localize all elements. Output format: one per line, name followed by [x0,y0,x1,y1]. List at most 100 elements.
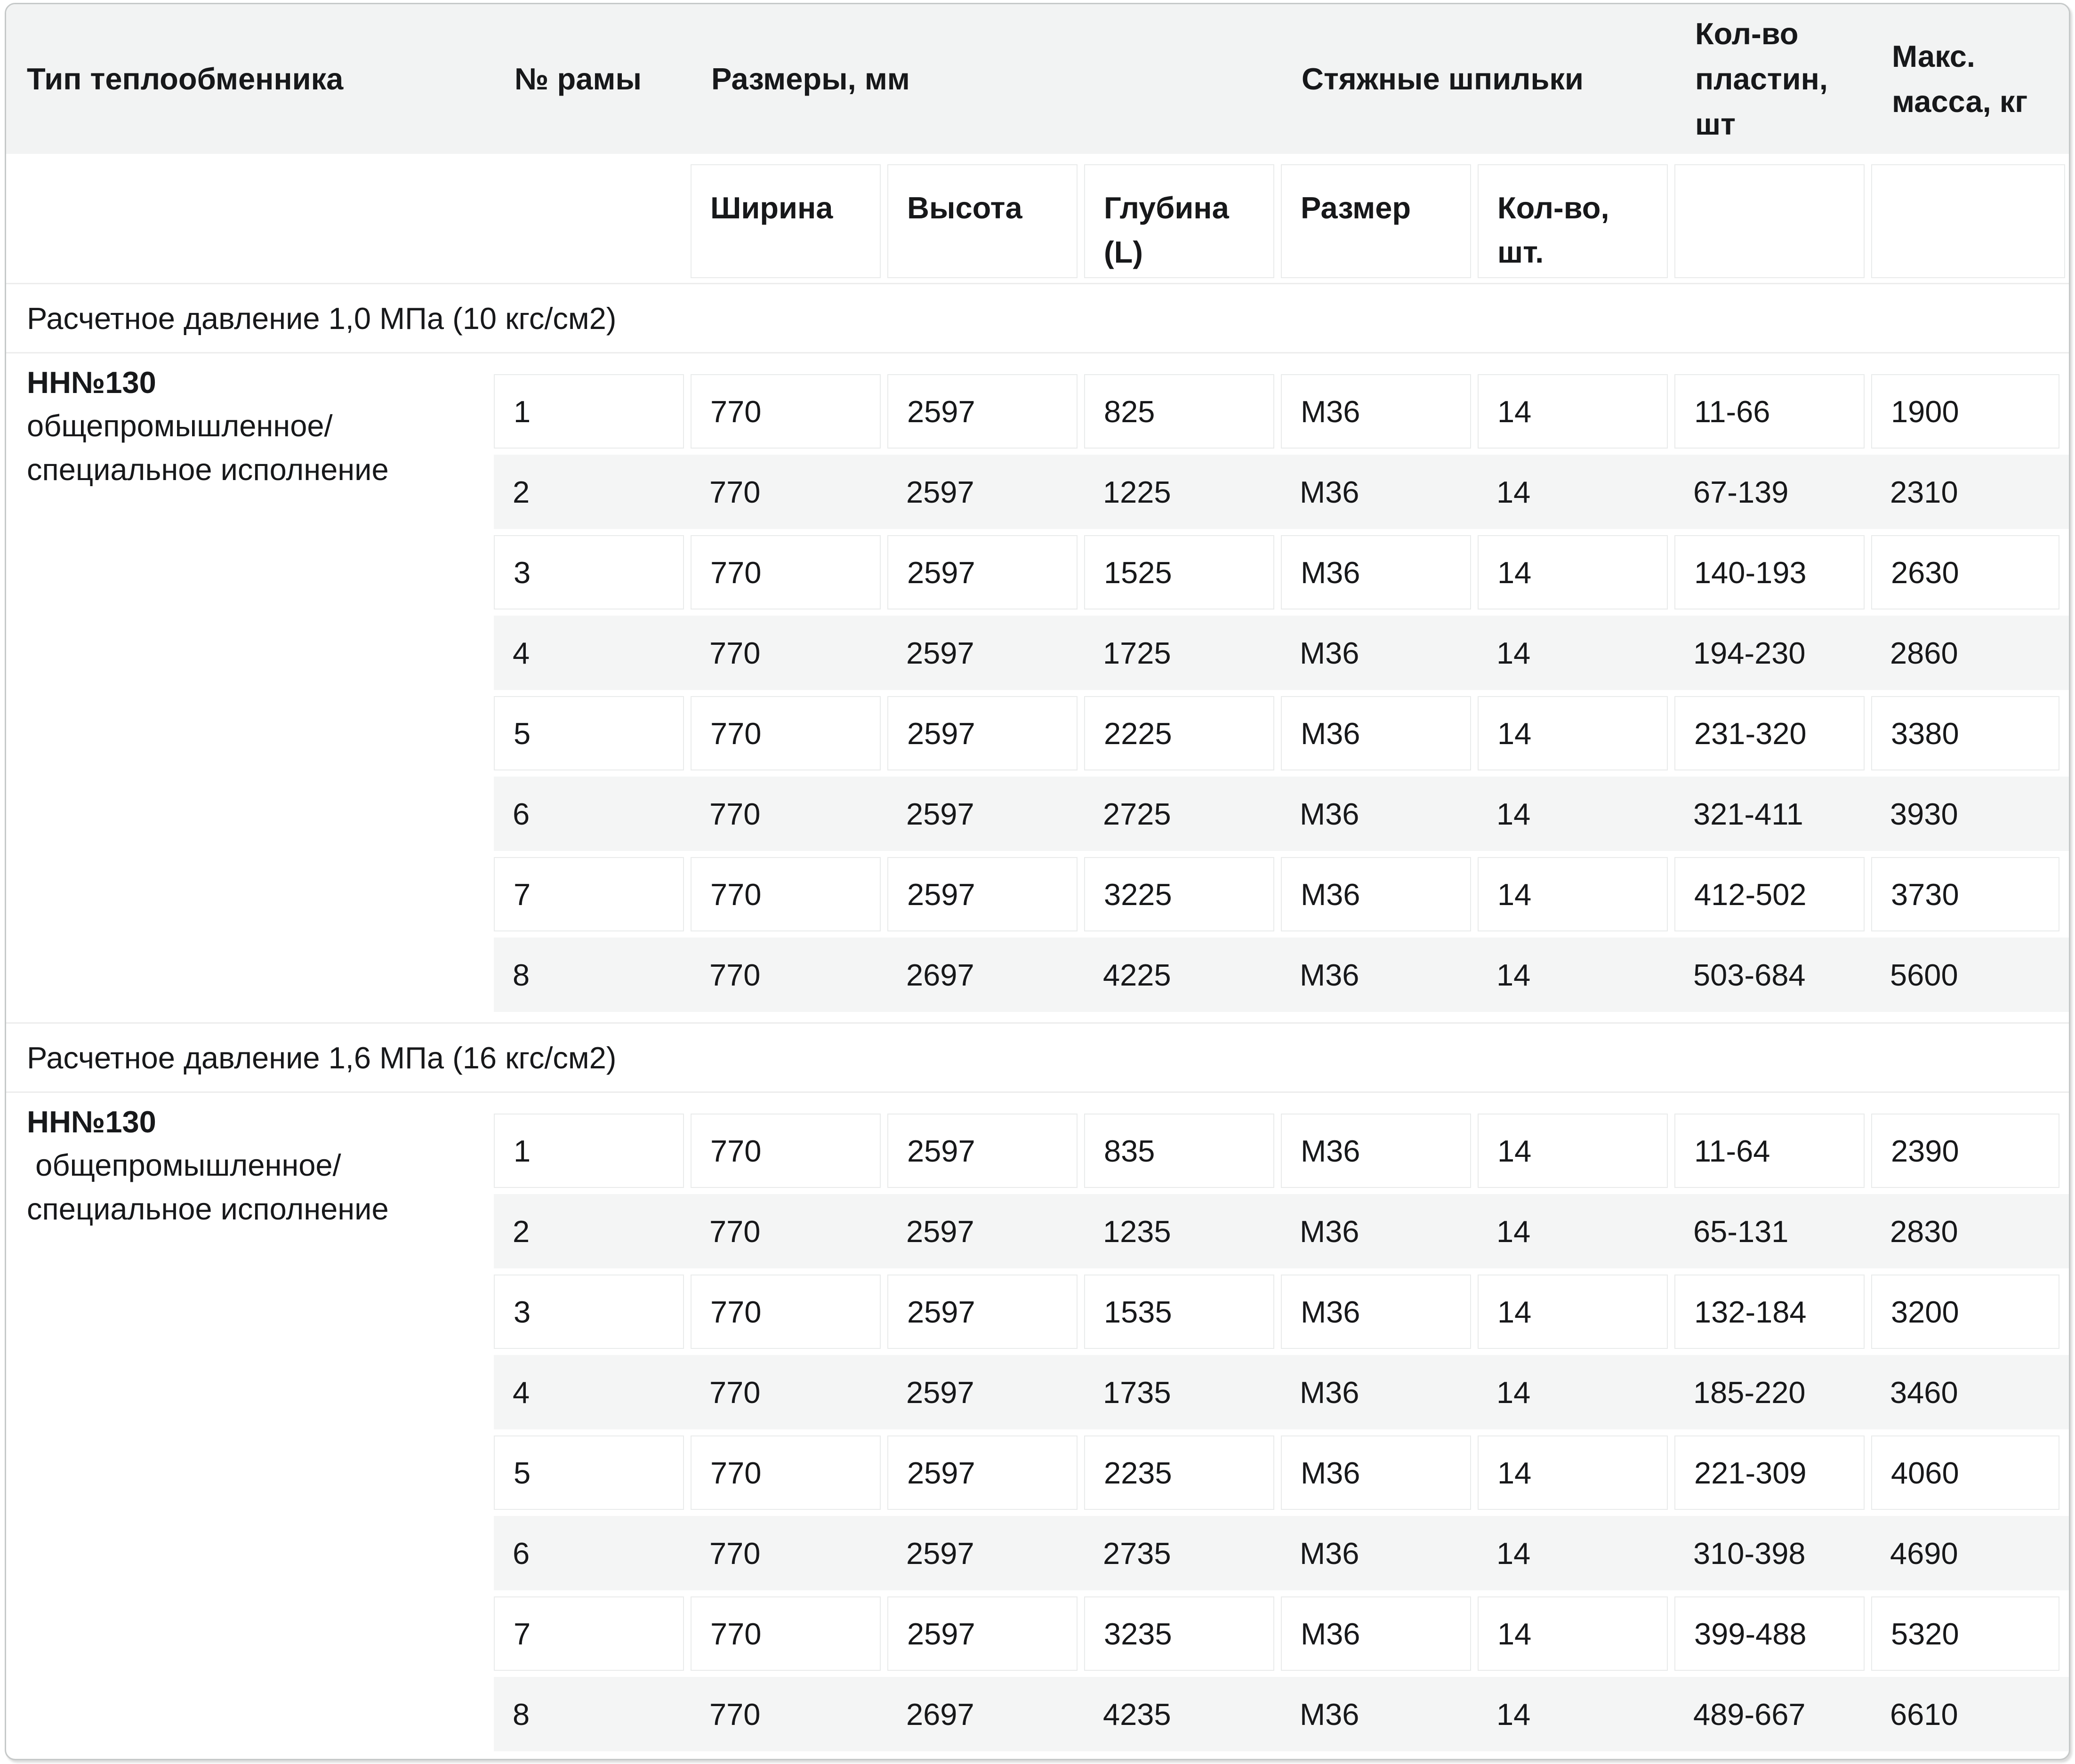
pressure-section: Расчетное давление 1,6 МПа (16 кгс/см2) … [6,1022,2069,1757]
subheader-spacer [6,164,691,278]
cell-mass: 4060 [1871,1435,2059,1510]
cell-qty: 14 [1478,1275,1668,1349]
cell-width: 770 [691,374,881,449]
cell-plates: 321-411 [1674,777,1871,851]
cell-frame: 8 [494,938,691,1012]
cell-mass: 2860 [1871,616,2069,690]
pressure-section: Расчетное давление 1,0 МПа (10 кгс/см2) … [6,283,2069,1018]
cell-plates: 231-320 [1674,696,1865,770]
section-body: НН№130 общепромышленное/ специальное исп… [6,353,2069,1018]
cell-frame: 5 [494,696,684,770]
cell-size: М36 [1281,535,1471,609]
cell-depth: 4225 [1084,938,1281,1012]
table-row: 2 770 2597 1235 М36 14 65-131 2830 [494,1194,2069,1268]
cell-frame: 3 [494,535,684,609]
cell-mass: 2630 [1871,535,2059,609]
cell-height: 2597 [887,1355,1084,1429]
cell-mass: 1900 [1871,374,2059,449]
cell-width: 770 [691,616,887,690]
cell-depth: 1725 [1084,616,1281,690]
cell-plates: 399-488 [1674,1596,1865,1671]
cell-frame: 7 [494,1596,684,1671]
cell-depth: 2735 [1084,1516,1281,1590]
cell-size: М36 [1281,616,1478,690]
cell-frame: 8 [494,1677,691,1751]
table-row: 7 770 2597 3235 М36 14 399-488 5320 [494,1596,2069,1671]
cell-height: 2597 [887,535,1078,609]
cell-size: М36 [1281,857,1471,931]
cell-width: 770 [691,857,881,931]
cell-frame: 2 [494,1194,691,1268]
section-pressure-title: Расчетное давление 1,0 МПа (10 кгс/см2) [6,283,2069,353]
cell-mass: 2830 [1871,1194,2069,1268]
cell-height: 2597 [887,696,1078,770]
cell-frame: 5 [494,1435,684,1510]
cell-height: 2597 [887,455,1084,529]
cell-width: 770 [691,1275,881,1349]
exchanger-type-name: НН№130 [27,1105,156,1139]
cell-depth: 835 [1084,1114,1274,1188]
heat-exchanger-spec-table: Тип теплообменника № рамы Размеры, мм Ст… [5,3,2070,1760]
cell-mass: 5320 [1871,1596,2059,1671]
cell-qty: 14 [1478,1194,1674,1268]
cell-plates: 140-193 [1674,535,1865,609]
cell-mass: 2310 [1871,455,2069,529]
cell-plates: 310-398 [1674,1516,1871,1590]
cell-frame: 7 [494,857,684,931]
cell-qty: 14 [1478,1596,1668,1671]
cell-size: М36 [1281,1114,1471,1188]
cell-height: 2597 [887,616,1084,690]
subcolumn-height: Высота [887,164,1078,278]
cell-height: 2597 [887,1516,1084,1590]
cell-frame: 6 [494,777,691,851]
cell-width: 770 [691,1596,881,1671]
cell-plates: 489-667 [1674,1677,1871,1751]
exchanger-type-description: общепромышленное/ специальное исполнение [27,409,389,487]
cell-width: 770 [691,455,887,529]
subcolumn-mass-empty [1871,164,2065,278]
cell-size: М36 [1281,1275,1471,1349]
subcolumn-width: Ширина [691,164,881,278]
cell-size: М36 [1281,777,1478,851]
cell-width: 770 [691,535,881,609]
cell-width: 770 [691,1435,881,1510]
cell-qty: 14 [1478,1677,1674,1751]
cell-mass: 3380 [1871,696,2059,770]
cell-size: М36 [1281,1596,1471,1671]
cell-qty: 14 [1478,857,1668,931]
exchanger-type-cell: НН№130 общепромышленное/ специальное исп… [6,1093,494,1751]
column-header-mass: Макс. масса, кг [1892,39,2028,119]
table-subheader-row: Ширина Высота Глубина (L) Размер Кол-во,… [6,164,2069,278]
cell-width: 770 [691,1355,887,1429]
cell-width: 770 [691,1194,887,1268]
cell-width: 770 [691,696,881,770]
table-row: 4 770 2597 1735 М36 14 185-220 3460 [494,1355,2069,1429]
cell-height: 2597 [887,1596,1078,1671]
cell-depth: 825 [1084,374,1274,449]
section-pressure-title: Расчетное давление 1,6 МПа (16 кгс/см2) [6,1022,2069,1093]
cell-size: М36 [1281,1677,1478,1751]
cell-depth: 3235 [1084,1596,1274,1671]
cell-size: М36 [1281,1194,1478,1268]
cell-mass: 3930 [1871,777,2069,851]
table-row: 3 770 2597 1525 М36 14 140-193 2630 [494,535,2069,609]
section-rows: 1 770 2597 825 М36 14 11-66 1900 2 770 2597 1225 М36… [494,353,2069,1012]
table-header-row: Тип теплообменника № рамы Размеры, мм Ст… [6,4,2069,154]
cell-plates: 67-139 [1674,455,1871,529]
cell-frame: 4 [494,616,691,690]
cell-mass: 2390 [1871,1114,2059,1188]
section-body: НН№130 общепромышленное/ специальное исп… [6,1093,2069,1757]
cell-plates: 65-131 [1674,1194,1871,1268]
cell-mass: 3200 [1871,1275,2059,1349]
cell-qty: 14 [1478,374,1668,449]
cell-depth: 2725 [1084,777,1281,851]
table-row: 6 770 2597 2725 М36 14 321-411 3930 [494,777,2069,851]
cell-width: 770 [691,938,887,1012]
cell-size: М36 [1281,1355,1478,1429]
cell-depth: 2235 [1084,1435,1274,1510]
table-row: 5 770 2597 2225 М36 14 231-320 3380 [494,696,2069,770]
cell-size: М36 [1281,1435,1471,1510]
cell-plates: 11-64 [1674,1114,1865,1188]
column-header-frame: № рамы [515,61,642,96]
cell-depth: 2225 [1084,696,1274,770]
